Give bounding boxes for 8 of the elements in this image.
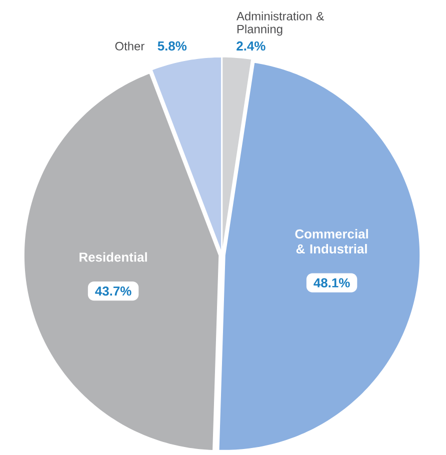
data-label: 2.4% bbox=[236, 41, 266, 51]
data-label: 48.1% bbox=[314, 278, 350, 288]
slice-label: Administration & Planning bbox=[236, 12, 324, 36]
slice-label: Other bbox=[115, 42, 144, 50]
slice-label: Residential bbox=[80, 252, 147, 262]
data-label: 5.8% bbox=[158, 41, 187, 51]
slice-label: Commercial & Industrial bbox=[295, 229, 368, 254]
data-label: 43.7% bbox=[95, 286, 132, 296]
